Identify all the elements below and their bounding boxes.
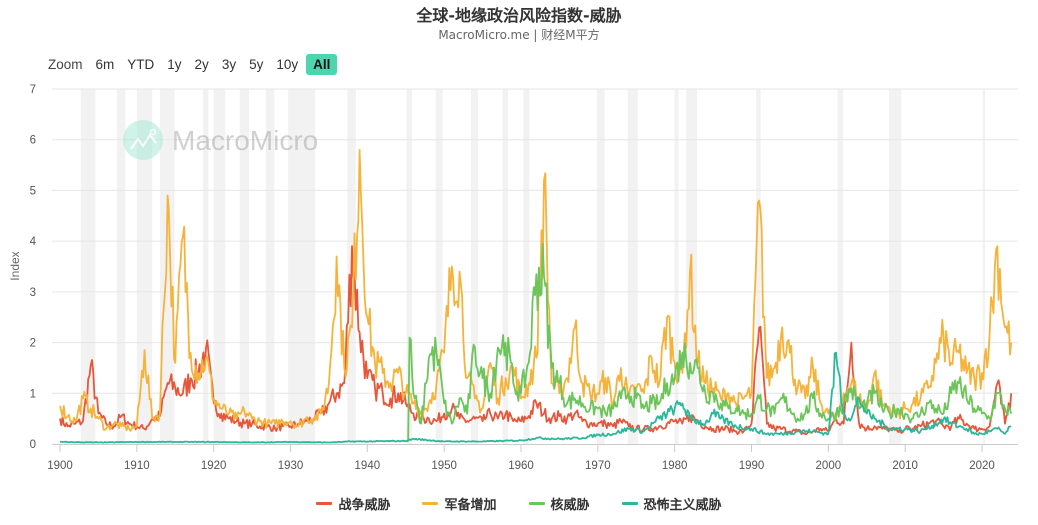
macromicro-logo-icon (123, 120, 163, 160)
recession-band (406, 89, 412, 444)
legend-item-military-buildup[interactable]: 军备增加 (422, 494, 497, 513)
recession-band (288, 89, 316, 444)
x-tick-label: 1920 (201, 460, 227, 472)
range-button-1y[interactable]: 1y (167, 57, 182, 72)
legend-label: 军备增加 (444, 498, 497, 513)
recession-band (502, 89, 508, 444)
y-tick-label: 3 (30, 287, 36, 299)
recession-band (523, 89, 530, 444)
recession-band (435, 89, 443, 444)
x-tick-label: 1940 (355, 460, 381, 472)
series-line[interactable] (59, 245, 1013, 435)
watermark: MacroMicro (123, 120, 318, 160)
range-button-10y[interactable]: 10y (276, 57, 299, 72)
legend-swatch-icon (316, 502, 333, 505)
recession-band (239, 89, 250, 444)
x-tick-label: 1960 (508, 460, 534, 472)
y-axis-title: Index (8, 251, 22, 280)
y-tick-label: 0 (30, 439, 36, 451)
legend-item-terrorism-threat[interactable]: 恐怖主义威胁 (621, 494, 722, 513)
y-tick-label: 4 (30, 236, 37, 248)
recession-band (136, 89, 153, 444)
y-tick-label: 5 (30, 185, 36, 197)
legend-item-war-threat[interactable]: 战争威胁 (316, 494, 390, 513)
recession-bands (80, 89, 986, 444)
x-tick-label: 1950 (431, 460, 457, 472)
range-button-6m[interactable]: 6m (95, 57, 115, 72)
logo-trend-icon (130, 133, 157, 150)
recession-band (265, 89, 275, 444)
series-line[interactable] (407, 243, 1013, 442)
zoom-label: Zoom (48, 57, 83, 72)
y-tick-label: 7 (30, 84, 36, 96)
range-button-3y[interactable]: 3y (221, 57, 237, 72)
recession-band (674, 89, 679, 444)
x-tick-label: 1910 (124, 460, 150, 472)
recession-band (213, 89, 226, 444)
legend-item-nuclear-threat[interactable]: 核威胁 (528, 494, 590, 513)
range-button-all[interactable]: All (306, 54, 338, 75)
legend-swatch-icon (528, 502, 545, 505)
x-tick-label: 2000 (816, 460, 842, 472)
chart-title: 全球-地缘政治风险指数-威胁 (416, 6, 622, 25)
grid-lines (52, 88, 1018, 394)
legend-swatch-icon (422, 502, 439, 505)
range-selector: Zoom 6m YTD 1y 2y 3y 5y 10y All (48, 54, 340, 75)
x-tick-label: 1980 (662, 460, 688, 472)
recession-band (80, 89, 96, 444)
series-line[interactable] (59, 351, 1012, 444)
watermark-text: MacroMicro (172, 125, 318, 156)
y-tick-label: 6 (30, 135, 36, 147)
recession-band (597, 89, 605, 444)
x-tick-label: 1990 (739, 460, 765, 472)
x-tick-label: 1930 (278, 460, 304, 472)
axes: 0 1 2 3 4 5 6 7 1900 1910 1920 1930 1940 1950 1960 1970… (30, 84, 1018, 472)
range-button-5y[interactable]: 5y (249, 57, 264, 72)
series-lines (59, 149, 1013, 444)
recession-band (471, 89, 478, 444)
series-line[interactable] (59, 149, 1013, 432)
recession-band (116, 89, 126, 444)
recession-band (627, 89, 638, 444)
range-button-ytd[interactable]: YTD (127, 57, 155, 72)
x-tick-label: 1900 (47, 460, 73, 472)
chart-subtitle: MacroMicro.me | 财经M平方 (438, 28, 600, 42)
y-tick-label: 2 (30, 338, 36, 350)
line-chart[interactable]: MacroMicro 0 1 2 3 4 5 6 7 1900 1910 1920 1930 1940 1… (0, 0, 1038, 490)
legend-label: 核威胁 (550, 498, 590, 513)
legend-swatch-icon (621, 502, 638, 505)
x-tick-label: 1970 (585, 460, 611, 472)
recession-band (889, 89, 902, 444)
legend-label: 战争威胁 (338, 498, 391, 513)
recession-band (202, 89, 209, 444)
legend-label: 恐怖主义威胁 (643, 498, 722, 513)
recession-band (837, 89, 843, 444)
y-tick-label: 1 (30, 388, 36, 400)
legend: 战争威胁 军备增加 核威胁 恐怖主义威胁 (0, 494, 1038, 513)
x-tick-label: 2020 (969, 460, 995, 472)
recession-band (982, 89, 986, 444)
x-tick-label: 2010 (892, 460, 918, 472)
recession-band (756, 89, 761, 444)
range-button-2y[interactable]: 2y (194, 57, 209, 72)
